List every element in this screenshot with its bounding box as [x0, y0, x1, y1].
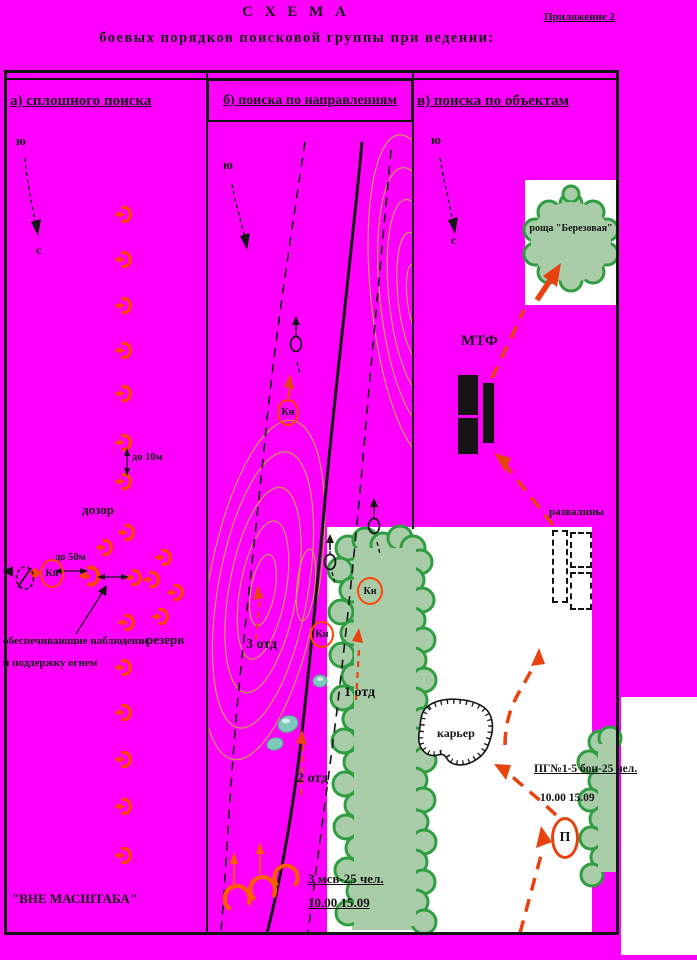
soldier-icon — [95, 538, 113, 557]
soldier-icon — [117, 613, 135, 632]
kn-label: Кн — [315, 629, 329, 640]
compass-south-v: ю — [431, 132, 441, 147]
time-b-label: 10.00 15.09 — [308, 895, 370, 910]
compass-south-b: ю — [223, 157, 233, 172]
ruins-label: развалины — [549, 506, 605, 518]
kn-label: Кн — [363, 585, 377, 597]
squad2-label: 2 отд — [297, 771, 329, 786]
caption-line2: и поддержку огнем — [3, 657, 98, 669]
ruin-building — [570, 572, 592, 610]
soldier-icon — [114, 384, 132, 403]
squad1-label: 1 отд — [344, 685, 376, 700]
soldier-icon — [114, 296, 132, 315]
soldier-icon — [114, 433, 132, 452]
ring-icon — [249, 875, 276, 900]
grove-label: роща "Березовая" — [529, 223, 613, 234]
ring-icon — [222, 883, 251, 910]
commander-icon — [78, 567, 98, 584]
mtf-building — [458, 375, 478, 415]
observer-icon — [289, 316, 303, 353]
scale-note: "ВНЕ МАСШТАБА" — [12, 891, 138, 906]
dog-handler-icon — [3, 566, 35, 590]
soldier-icon — [114, 797, 132, 816]
annex-label: Приложение 2 — [544, 11, 615, 23]
kn-label: Кн — [45, 568, 59, 579]
page-subtitle: боевых порядков поисковой группы при вед… — [99, 30, 495, 46]
kn-handler-b2: Кн — [357, 577, 383, 605]
squad3-label: 3 отд — [246, 637, 278, 652]
soldier-icon — [114, 846, 132, 865]
time-v-label: 10.00 15.09 — [540, 792, 595, 804]
p-label: П — [559, 830, 571, 845]
soldier-icon — [124, 568, 142, 587]
unit-v-label: ПГ№1-5 бон-25 чел. — [534, 763, 638, 775]
compass-north-v: с — [451, 233, 457, 247]
soldier-chain — [114, 205, 132, 865]
soldier-icon — [114, 250, 132, 269]
caption-line1: обеспечивающие наблюдение — [3, 635, 150, 647]
compass-arrows — [24, 157, 458, 250]
dozor-label: дозор — [82, 502, 114, 517]
soldier-icon — [154, 548, 172, 567]
soldier-icon — [114, 341, 132, 360]
dist10-label: до 10м — [132, 452, 163, 463]
soldier-icon — [114, 472, 132, 491]
compass-south-a: ю — [16, 133, 26, 148]
map-area-bottom-right — [621, 697, 697, 955]
ruin-building — [552, 530, 568, 603]
ring-icon — [272, 863, 300, 888]
mtf-building — [483, 383, 494, 443]
soldier-icon — [151, 607, 169, 626]
column-divider-left — [206, 70, 208, 935]
column-divider-right — [412, 70, 414, 529]
distance-arrows — [54, 448, 130, 635]
column-v-header: в) поиска по объектам — [417, 93, 569, 109]
marker-diamond-icon — [29, 567, 41, 579]
soldier-icon — [114, 703, 132, 722]
mtf-building — [458, 418, 478, 454]
quarry-label: карьер — [437, 726, 475, 740]
unit-b-label: 3 мсв-25 чел. — [308, 871, 384, 886]
ruin-building — [570, 532, 592, 568]
column-a-header: а) сплошного поиска — [10, 93, 152, 109]
search-group-start: П — [551, 817, 579, 859]
grove-map-box — [525, 180, 617, 305]
column-b-header-box — [207, 79, 413, 122]
route-dashed-left — [220, 141, 306, 933]
soldier-icon — [142, 570, 160, 589]
compass-north-a: с — [36, 243, 42, 257]
soldier-icon — [166, 583, 184, 602]
soldier-icon — [114, 658, 132, 677]
rezerv-label: резерв — [146, 632, 185, 647]
soldier-icon — [114, 205, 132, 224]
page-title: С Х Е М А — [242, 4, 350, 20]
dist50-label: до 50м — [55, 552, 86, 563]
soldier-icon — [117, 523, 135, 542]
soldier-icon — [114, 750, 132, 769]
reserve-rings — [222, 842, 300, 910]
column-b-header: б) поиска по направлениям — [223, 93, 397, 108]
mtf-label: МТФ — [461, 333, 498, 349]
lake-icons — [266, 674, 328, 751]
kn-handler-b1: Кн — [277, 399, 299, 426]
kn-label: Кн — [281, 407, 295, 418]
kn-handler-b3: Кн — [310, 621, 334, 648]
kn-handler-a: Кн — [40, 559, 64, 588]
